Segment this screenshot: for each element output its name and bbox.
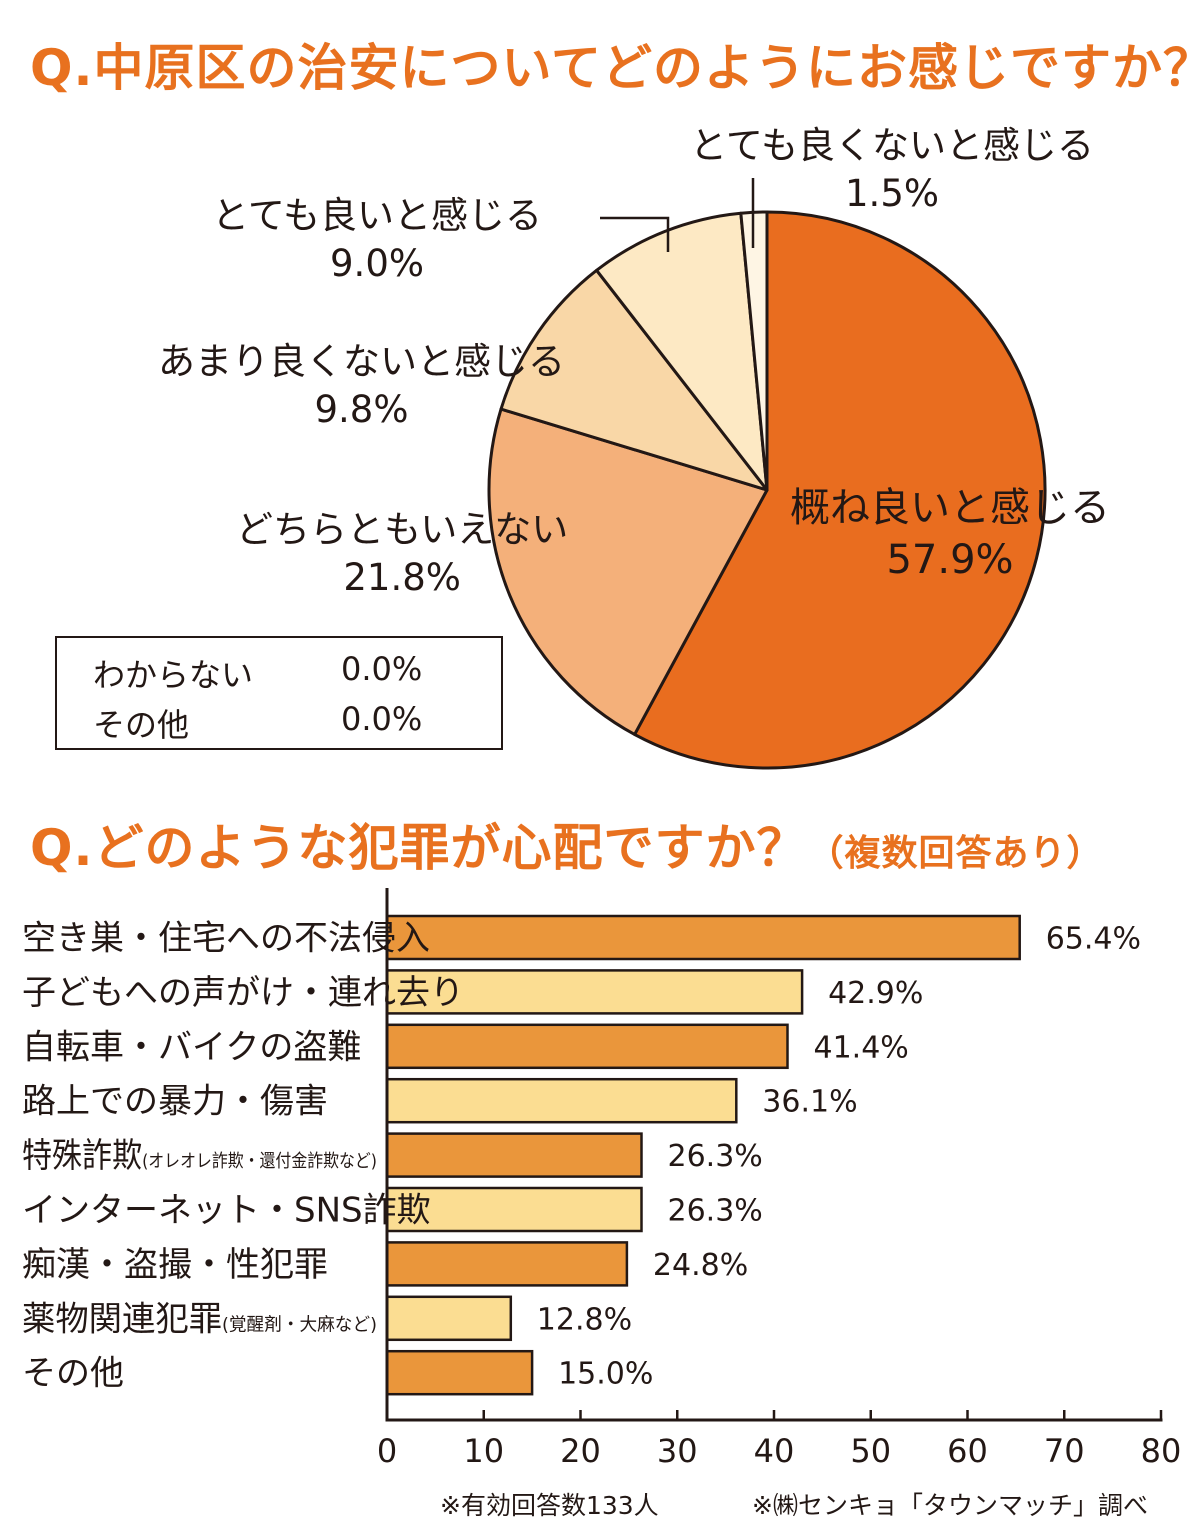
legend-row-other: その他 0.0% [93,700,422,746]
bar-value-label: 36.1% [762,1085,857,1120]
pie-label-mostly-good: 概ね良いと感じる 57.9% [790,482,1110,586]
x-tick-label: 30 [657,1432,698,1470]
pie-label-text: 概ね良いと感じる [790,485,1110,531]
bar-6 [385,1241,629,1287]
x-tick-label: 60 [947,1432,988,1470]
pie-label-text: とても良いと感じる [212,194,543,237]
bar-category-label: 空き巣・住宅への不法侵入 [22,919,430,959]
bar-8 [385,1349,534,1396]
bar-chart-title-text: Q.どのような犯罪が心配ですか？ [30,819,808,877]
pie-label-not-good: あまり良くないと感じる 9.8% [158,338,565,434]
pie-label-very-bad: とても良くないと感じる 1.5% [690,122,1094,218]
pie-slice-neutral [487,407,769,736]
bar-chart-title: Q.どのような犯罪が心配ですか？（複数回答あり） [30,808,1104,880]
footer-respondents: ※有効回答数133人 [440,1491,659,1520]
pie-extra-legend: わからない 0.0% その他 0.0% [55,636,503,750]
bar-7 [385,1295,513,1342]
bar-category-label: その他 [22,1354,124,1394]
bar-value-label: 26.3% [668,1194,763,1229]
bar-5 [385,1186,643,1233]
footer-source: ※㈱センキョ「タウンマッチ」調べ [752,1491,1148,1520]
x-tick-label: 40 [754,1432,795,1470]
bar-category-label: 特殊詐欺(オレオレ詐欺・還付金詐欺など) [22,1136,377,1176]
pie-chart [487,178,1047,770]
x-tick-label: 80 [1141,1432,1182,1470]
bar-category-label: 自転車・バイクの盗難 [22,1027,361,1067]
bar-category-label: インターネット・SNS詐欺 [22,1191,431,1231]
legend-row-unknown: わからない 0.0% [93,650,422,696]
pie-label-text: どちらともいえない [236,508,569,551]
legend-label: その他 [93,706,190,744]
x-tick-label: 20 [560,1432,601,1470]
bar-4 [385,1132,643,1178]
pie-slice-mostly-good [633,210,1047,770]
bar-category-label: 子どもへの声がけ・連れ去り [22,973,464,1013]
pie-slice-very-good [595,211,769,492]
bar-0 [385,914,1021,961]
bar-value-label: 12.8% [537,1302,632,1337]
bar-category-note: (覚醒剤・大麻など) [222,1314,377,1335]
pie-slice-not-good [499,268,769,492]
bar-value-label: 15.0% [558,1357,653,1392]
legend-value: 0.0% [341,650,423,688]
pie-label-text: あまり良くないと感じる [158,340,565,383]
bar-value-label: 26.3% [668,1139,763,1174]
bar-category-label: 路上での暴力・傷害 [22,1082,328,1122]
bar-value-label: 65.4% [1046,922,1141,957]
x-tick-label: 70 [1044,1432,1085,1470]
bar-chart-title-note: （複数回答あり） [807,833,1104,874]
pie-label-neutral: どちらともいえない 21.8% [236,506,568,602]
pie-label-very-good: とても良いと感じる 9.0% [212,192,542,288]
pie-label-value: 57.9% [886,537,1014,583]
pie-label-text: とても良くないと感じる [690,124,1095,167]
pie-label-value: 9.0% [330,242,425,286]
bar-category-label: 薬物関連犯罪(覚醒剤・大麻など) [22,1299,377,1339]
bar-category-note: (オレオレ詐欺・還付金詐欺など) [142,1151,377,1172]
bar-category-label: 痴漢・盗撮・性犯罪 [22,1245,328,1285]
pie-label-value: 1.5% [845,172,940,216]
bar-3 [385,1077,738,1124]
pie-chart-title: Q.中原区の治安についてどのようにお感じですか？ [30,39,1200,97]
bar-2 [385,1023,789,1070]
x-tick-label: 10 [463,1432,504,1470]
legend-value: 0.0% [341,700,423,738]
x-tick-label: 0 [377,1432,397,1470]
bar-value-label: 24.8% [653,1248,748,1283]
pie-label-value: 9.8% [314,388,409,432]
bar-value-label: 42.9% [828,976,923,1011]
x-tick-label: 50 [850,1432,891,1470]
leader-line-very-good [600,216,670,252]
pie-label-value: 21.8% [343,556,461,600]
legend-label: わからない [93,656,254,694]
bar-value-label: 41.4% [814,1030,909,1065]
